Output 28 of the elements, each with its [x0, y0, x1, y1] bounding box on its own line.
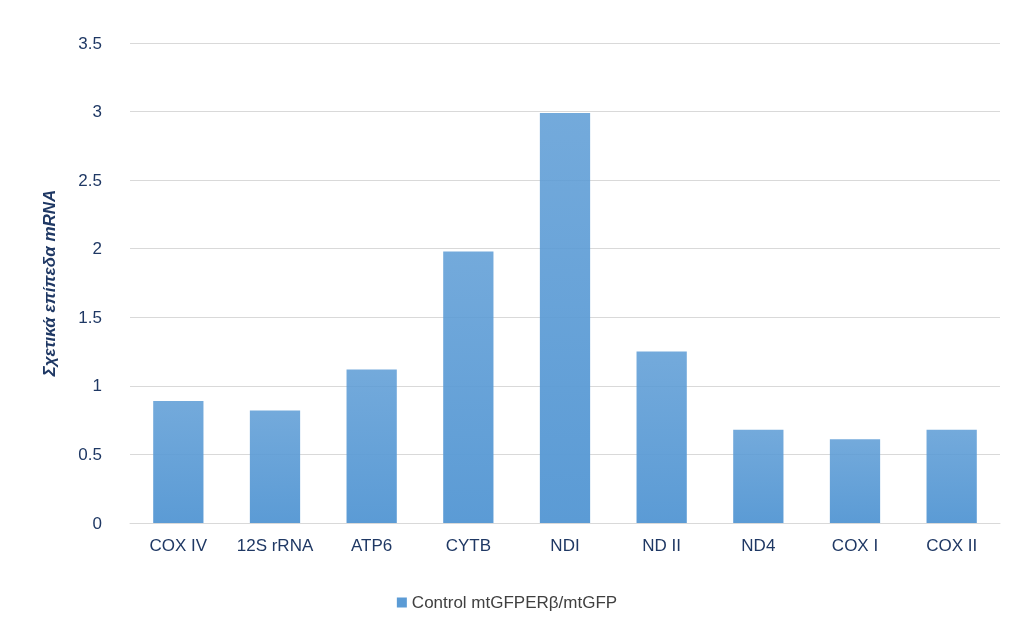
- bar: [346, 369, 397, 523]
- y-tick-label: 1: [92, 376, 102, 396]
- bar: [249, 410, 301, 523]
- bar: [539, 112, 591, 523]
- legend-label: Control mtGFPERβ/mtGFP: [411, 593, 618, 612]
- x-tick-label: ND4: [741, 536, 776, 555]
- x-tick-label: 12S rRNA: [236, 536, 314, 555]
- y-tick-label: 2.5: [78, 170, 102, 190]
- bar: [636, 351, 687, 523]
- x-tick-label: COX I: [831, 536, 879, 555]
- y-tick-label: 0: [92, 513, 102, 533]
- y-tick-label: 3.5: [78, 33, 102, 53]
- x-tick-label: COX II: [926, 536, 978, 555]
- y-tick-label: 3: [92, 102, 102, 122]
- x-tick-label: COX IV: [149, 536, 208, 555]
- bar: [733, 429, 784, 523]
- y-tick-label: 0.5: [78, 444, 102, 464]
- bar: [829, 439, 881, 523]
- x-tick-label: NDI: [550, 536, 580, 555]
- x-tick-label: ND II: [642, 536, 682, 555]
- y-axis-title: Σχετικά επίπεδα mRNA: [40, 189, 59, 378]
- bar: [153, 400, 204, 523]
- x-tick-label: ATP6: [351, 536, 393, 555]
- x-tick-label: CYTB: [445, 536, 492, 555]
- y-tick-label: 2: [92, 239, 102, 259]
- bar: [443, 251, 494, 523]
- y-tick-label: 1.5: [78, 307, 102, 327]
- bar: [926, 429, 977, 523]
